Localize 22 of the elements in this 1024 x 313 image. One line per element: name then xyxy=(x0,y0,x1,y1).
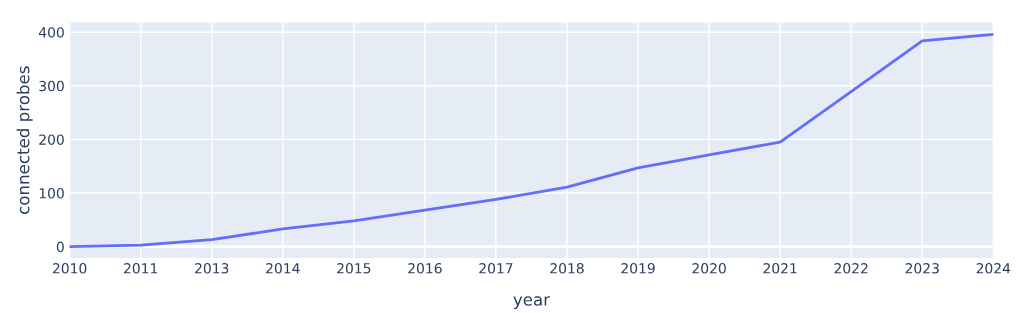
y-tick-label: 0 xyxy=(56,241,64,253)
x-tick-label: 2022 xyxy=(834,263,868,274)
x-tick-label: 2011 xyxy=(124,263,158,274)
y-tick-label: 100 xyxy=(39,188,64,199)
x-tick-label: 2010 xyxy=(52,263,87,274)
y-tick-label: 200 xyxy=(39,134,64,145)
x-tick-label: 2018 xyxy=(550,263,584,274)
y-tick-label: 300 xyxy=(39,80,64,92)
x-axis-title: year xyxy=(513,296,551,310)
x-tick-label: 2013 xyxy=(195,263,229,274)
x-tick-label: 2024 xyxy=(976,263,1011,274)
x-tick-label: 2017 xyxy=(479,263,513,274)
x-tick-label: 2023 xyxy=(905,263,939,274)
x-tick-label: 2014 xyxy=(266,263,300,274)
x-tick-label: 2020 xyxy=(692,263,726,274)
x-tick-label: 2015 xyxy=(337,263,371,274)
x-tick-label: 2016 xyxy=(408,263,442,274)
x-tick-label: 2021 xyxy=(763,263,797,274)
y-axis-title: connected probes xyxy=(16,66,33,214)
y-tick-label: 400 xyxy=(38,27,64,38)
line-series xyxy=(69,32,994,249)
x-tick-label: 2019 xyxy=(621,263,655,274)
